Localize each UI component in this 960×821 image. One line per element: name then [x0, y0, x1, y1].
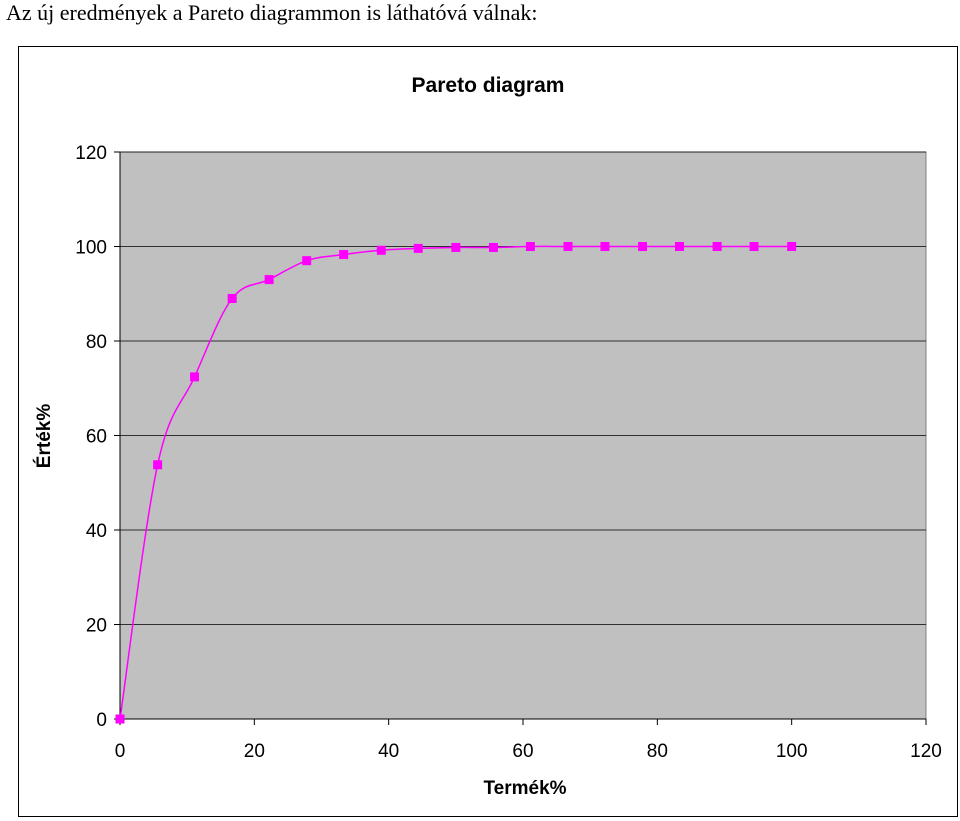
data-point — [674, 242, 684, 251]
data-point — [638, 242, 648, 251]
chart-title: Pareto diagram — [412, 74, 565, 97]
x-tick-label: 120 — [910, 741, 942, 762]
x-tick-label: 0 — [115, 741, 126, 762]
y-tick-label: 100 — [75, 238, 107, 259]
data-point — [525, 242, 535, 251]
data-point — [153, 460, 163, 470]
data-point — [488, 242, 498, 252]
x-tick-label: 60 — [512, 741, 533, 762]
data-point — [451, 242, 461, 252]
y-tick-label: 20 — [86, 616, 107, 637]
x-tick-label: 80 — [647, 741, 668, 762]
data-point — [600, 242, 610, 251]
data-point — [115, 714, 125, 724]
data-point — [787, 242, 797, 251]
y-axis-label: Érték% — [33, 404, 55, 469]
data-point — [190, 372, 200, 382]
y-tick-label: 60 — [86, 427, 107, 448]
page-caption: Az új eredmények a Pareto diagrammon is … — [6, 0, 538, 25]
data-point — [712, 242, 722, 251]
data-point — [413, 243, 423, 253]
data-point — [227, 293, 237, 303]
data-point — [563, 242, 573, 251]
y-tick-label: 0 — [96, 710, 107, 731]
x-axis-label: Termék% — [483, 778, 566, 799]
data-point — [339, 250, 349, 260]
data-point — [302, 256, 312, 266]
data-point — [376, 245, 386, 255]
y-tick-label: 40 — [86, 521, 107, 542]
data-point — [264, 275, 274, 285]
x-tick-label: 40 — [378, 741, 399, 762]
data-point — [749, 242, 759, 251]
y-tick-label: 120 — [75, 143, 107, 164]
x-tick-label: 100 — [776, 741, 808, 762]
x-tick-label: 20 — [244, 741, 265, 762]
y-tick-label: 80 — [86, 332, 107, 353]
